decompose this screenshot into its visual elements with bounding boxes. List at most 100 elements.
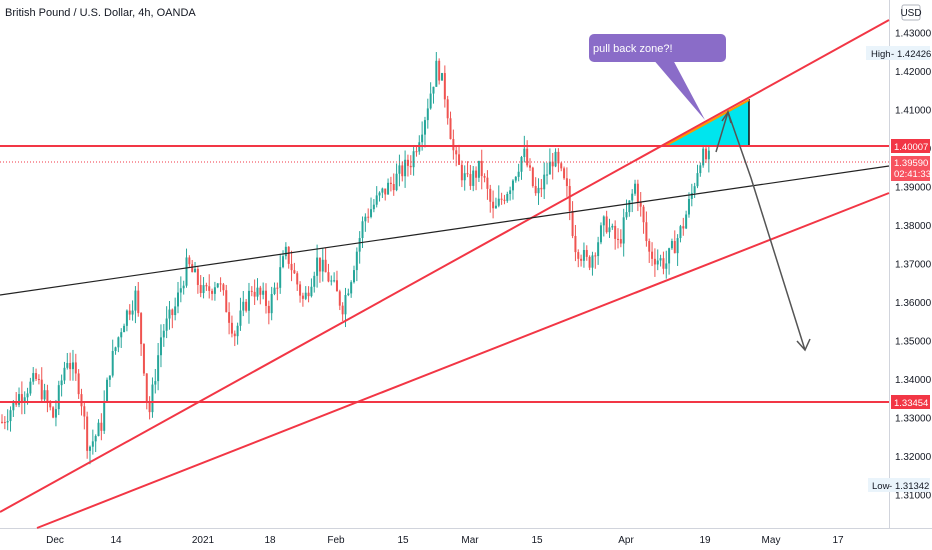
candle-body bbox=[91, 441, 94, 447]
candle-body bbox=[347, 293, 350, 296]
candle-body bbox=[676, 238, 679, 254]
candle-body bbox=[12, 401, 15, 411]
x-tick-label: 14 bbox=[110, 535, 122, 546]
y-tick-label: 1.31000 bbox=[895, 491, 932, 502]
candle-body bbox=[608, 227, 611, 233]
candle-body bbox=[441, 73, 444, 81]
candle-body bbox=[378, 192, 381, 196]
candle-body bbox=[168, 309, 171, 319]
candle-body bbox=[63, 367, 66, 381]
candle-body bbox=[429, 93, 432, 109]
candle-body bbox=[611, 225, 614, 228]
lower-trendline bbox=[36, 192, 890, 529]
candle-body bbox=[651, 251, 654, 259]
candle-body bbox=[392, 184, 395, 191]
candle-body bbox=[526, 148, 529, 166]
candle-body bbox=[250, 290, 253, 292]
candle-body bbox=[551, 161, 554, 167]
candle-body bbox=[543, 174, 546, 190]
candle-body bbox=[494, 205, 497, 209]
candle-body bbox=[208, 286, 211, 291]
candle-body bbox=[477, 160, 480, 178]
high-tag-label: High bbox=[871, 49, 891, 60]
candle-body bbox=[634, 183, 637, 194]
candle-body bbox=[301, 295, 304, 299]
x-tick-label: 17 bbox=[832, 535, 844, 546]
candle-body bbox=[540, 187, 543, 190]
y-tick-label: 1.36000 bbox=[895, 298, 932, 309]
candle-body bbox=[446, 99, 449, 119]
candle-body bbox=[338, 291, 341, 306]
candle-body bbox=[103, 402, 106, 431]
candle-body bbox=[568, 186, 571, 211]
candle-body bbox=[213, 287, 216, 294]
candle-body bbox=[159, 337, 162, 356]
drawings: pull back zone?! bbox=[0, 19, 890, 529]
candle-body bbox=[486, 177, 489, 189]
candle-body bbox=[483, 176, 486, 178]
candle-body bbox=[253, 291, 256, 297]
candle-body bbox=[554, 151, 557, 167]
candle-body bbox=[364, 216, 367, 222]
candle-body bbox=[35, 373, 38, 379]
support-tag: 1.33454 bbox=[891, 395, 930, 409]
candle-body bbox=[321, 259, 324, 272]
candle-body bbox=[60, 380, 63, 386]
candle-body bbox=[100, 422, 103, 431]
candle-body bbox=[97, 422, 100, 437]
x-tick-label: 15 bbox=[397, 535, 409, 546]
candle-body bbox=[222, 284, 225, 291]
low-tag-box bbox=[868, 478, 930, 492]
low-tag-value: 1.31342 bbox=[895, 481, 929, 492]
candle-body bbox=[125, 310, 128, 326]
candle-body bbox=[361, 221, 364, 239]
candle-body bbox=[145, 373, 148, 402]
candle-body bbox=[497, 198, 500, 206]
low-tag: Low - 1.31342 bbox=[868, 478, 930, 492]
candle-body bbox=[514, 176, 517, 181]
candle-body bbox=[123, 325, 126, 333]
chart-title: British Pound / U.S. Dollar, 4h, OANDA bbox=[5, 7, 196, 19]
candle-body bbox=[619, 239, 622, 244]
candle-body bbox=[350, 282, 353, 294]
candle-body bbox=[1, 421, 3, 423]
candle-body bbox=[3, 422, 6, 424]
high-tag-box bbox=[866, 46, 930, 60]
candle-body bbox=[171, 309, 174, 316]
candle-body bbox=[599, 225, 602, 243]
x-tick-label: Dec bbox=[46, 535, 64, 546]
support-tag-value: 1.33454 bbox=[894, 398, 928, 409]
candle-body bbox=[574, 235, 577, 253]
currency-button[interactable]: USD bbox=[900, 4, 922, 21]
time-axis-ticks: Dec 14 2021 18 Feb 15 Mar 15 Apr 19 May 17 bbox=[46, 535, 844, 546]
candle-body bbox=[355, 251, 358, 271]
candle-body bbox=[26, 393, 29, 398]
candle-body bbox=[157, 355, 160, 382]
candle-body bbox=[523, 148, 526, 157]
candle-body bbox=[199, 284, 202, 294]
candle-body bbox=[194, 268, 197, 273]
annotation-text: pull back zone?! bbox=[593, 43, 673, 55]
candle-body bbox=[140, 313, 143, 345]
x-tick-label: 2021 bbox=[192, 535, 215, 546]
candle-body bbox=[412, 151, 415, 168]
candle-body bbox=[443, 73, 446, 100]
candle-body bbox=[466, 173, 469, 175]
candle-body bbox=[188, 257, 191, 265]
last-price-value: 1.39590 bbox=[894, 158, 928, 169]
currency-button-frame bbox=[901, 4, 921, 21]
candle-body bbox=[358, 238, 361, 252]
candle-body bbox=[94, 436, 97, 442]
candle-body bbox=[682, 226, 685, 229]
candle-body bbox=[80, 394, 83, 407]
x-tick-label: 15 bbox=[531, 535, 543, 546]
candle-body bbox=[111, 351, 114, 376]
candle-body bbox=[463, 173, 466, 181]
projection-arrowhead-down bbox=[796, 338, 811, 352]
candlestick-series bbox=[1, 51, 710, 465]
candle-body bbox=[415, 151, 418, 153]
candle-body bbox=[191, 264, 194, 273]
upper-trendline bbox=[0, 19, 890, 513]
